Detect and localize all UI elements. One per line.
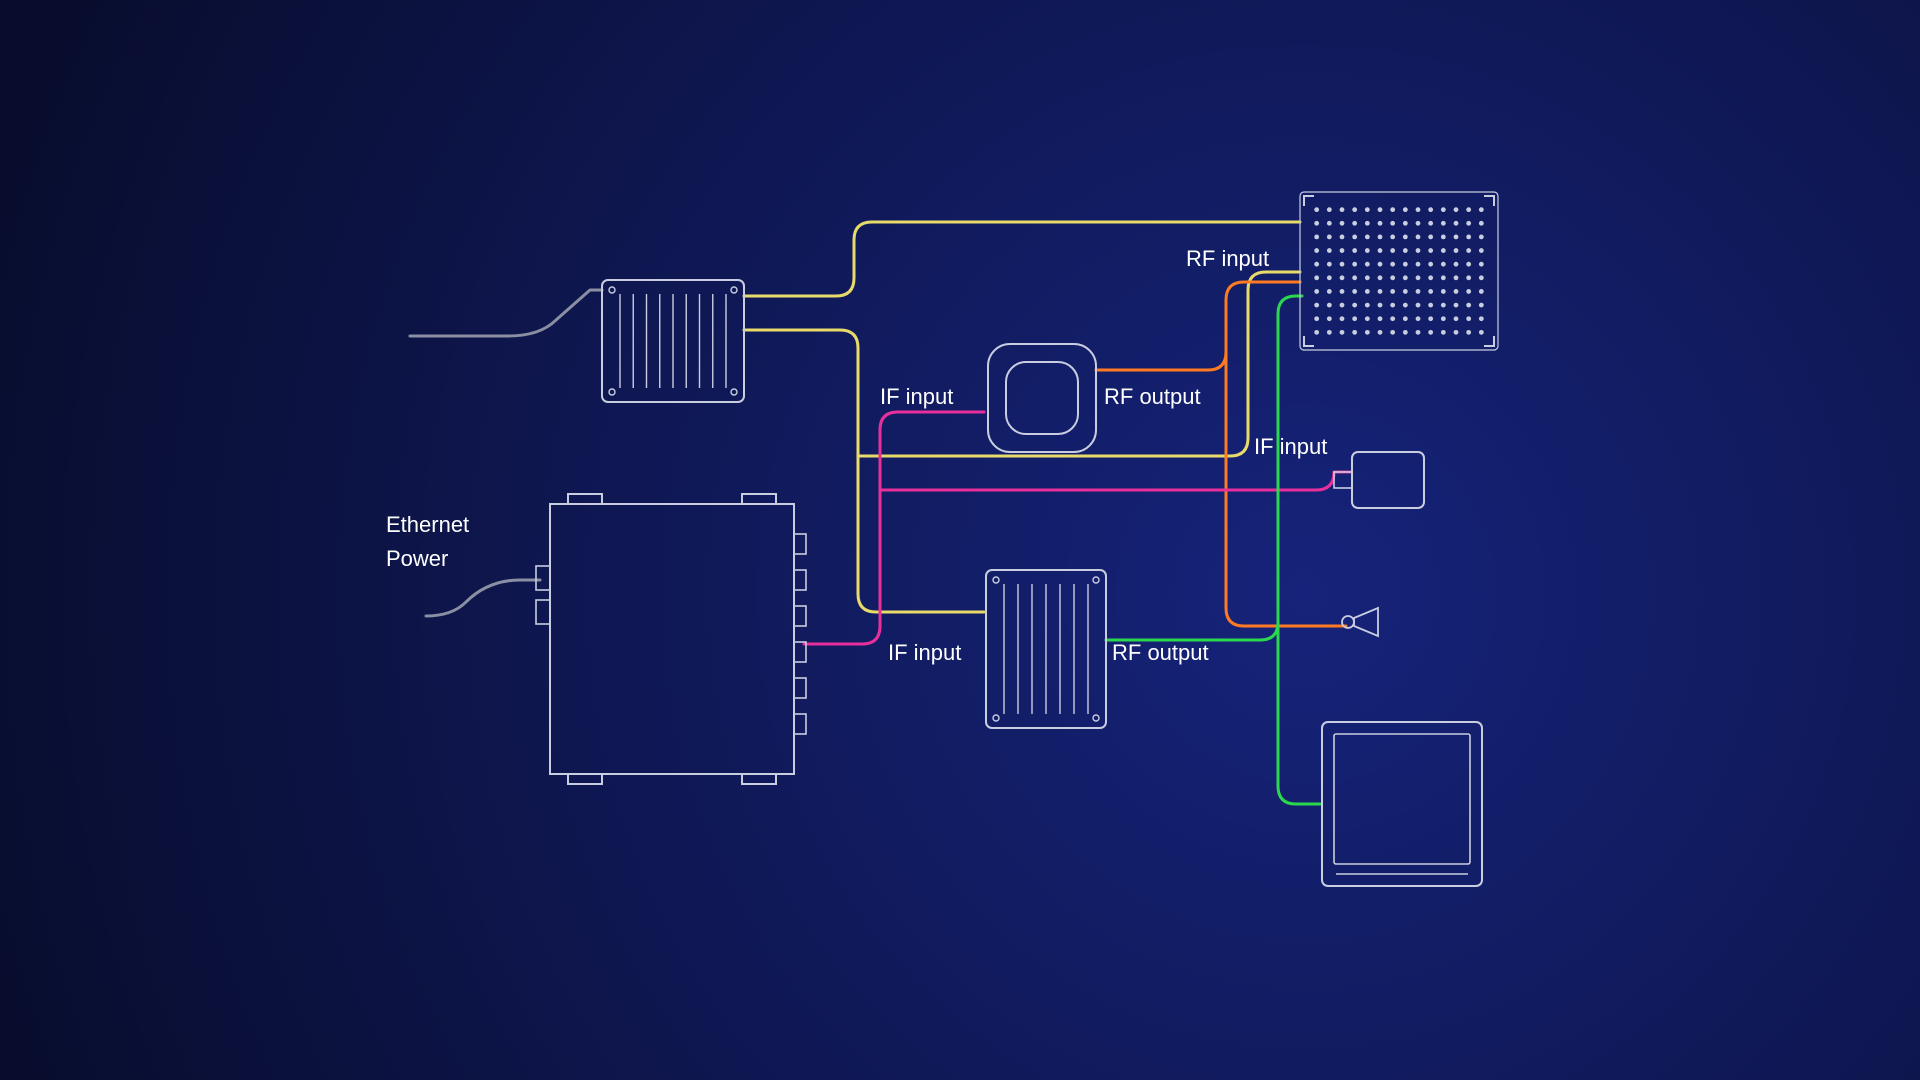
label-if_input_1: IF input (880, 384, 953, 409)
label-rf_output_1: RF output (1104, 384, 1201, 409)
label-ethernet: Ethernet (386, 512, 469, 537)
wire (1278, 622, 1320, 804)
wire (410, 290, 602, 336)
wire (804, 412, 984, 644)
node-horn (1342, 608, 1378, 636)
node-heatsink_mid (986, 570, 1106, 728)
wire (1106, 296, 1302, 640)
wire (426, 580, 540, 616)
node-small_box (1334, 452, 1424, 508)
label-if_input_3: IF input (888, 640, 961, 665)
node-screen (1322, 722, 1482, 886)
diagram-stage: Ethernet Power IF input RF output RF input IF… (0, 0, 1920, 1080)
diagram-svg: Ethernet Power IF input RF output RF input IF… (0, 0, 1920, 1080)
node-rounded_node (988, 344, 1096, 452)
node-main_chassis (536, 494, 806, 784)
node-heatsink_top (602, 280, 744, 402)
label-if_input_2: IF input (1254, 434, 1327, 459)
wire (858, 272, 1300, 456)
label-rf_input: RF input (1186, 246, 1269, 271)
wire (744, 330, 984, 612)
node-dot_grid (1300, 192, 1498, 350)
label-power: Power (386, 546, 448, 571)
label-rf_output_2: RF output (1112, 640, 1209, 665)
wire (1096, 282, 1300, 370)
nodes-layer (536, 192, 1498, 886)
